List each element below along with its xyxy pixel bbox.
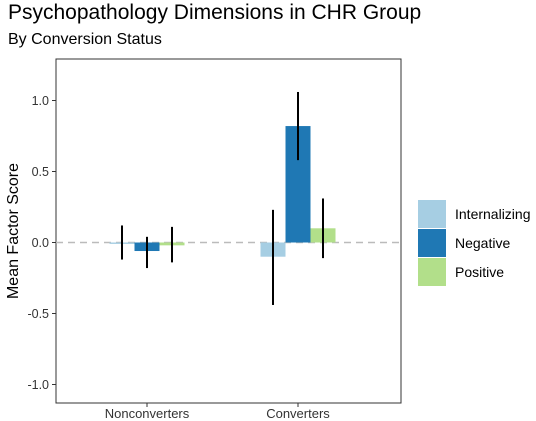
legend-item-negative: Negative	[418, 229, 510, 257]
legend-label: Internalizing	[455, 206, 531, 222]
y-tick-label: -0.5	[27, 307, 49, 321]
y-tick-label: 0.5	[32, 165, 49, 179]
y-tick-label: -1.0	[27, 378, 49, 392]
x-tick-label: Converters	[266, 406, 330, 421]
legend-swatch	[418, 258, 446, 286]
y-axis-label: Mean Factor Score	[5, 163, 22, 299]
chart-subtitle: By Conversion Status	[8, 31, 162, 48]
legend-label: Negative	[455, 235, 511, 251]
legend-item-positive: Positive	[418, 258, 504, 286]
y-tick-label: 1.0	[32, 94, 49, 108]
chart-title: Psychopathology Dimensions in CHR Group	[8, 1, 422, 24]
x-tick-label: Nonconverters	[105, 406, 190, 421]
plot-panel	[55, 58, 402, 404]
legend-swatch	[418, 200, 446, 228]
legend-label: Positive	[455, 264, 505, 280]
legend-swatch	[418, 229, 446, 257]
legend-item-internalizing: Internalizing	[418, 200, 531, 228]
y-tick-label: 0.0	[32, 236, 49, 250]
